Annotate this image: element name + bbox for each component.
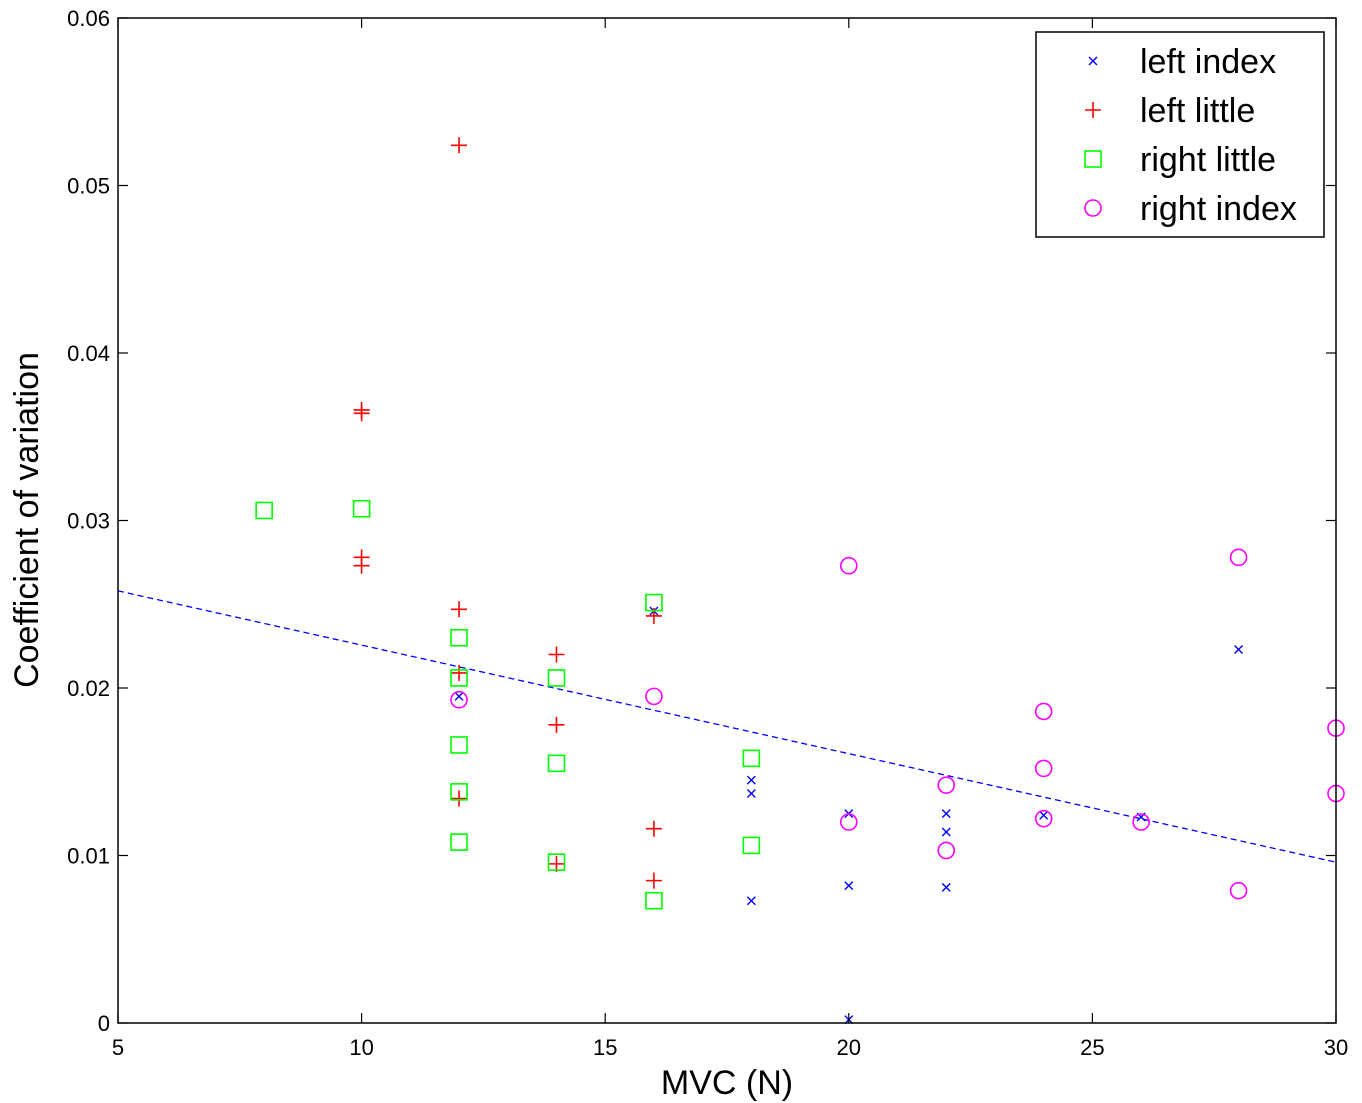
- y-tick-label: 0.02: [67, 676, 110, 701]
- y-axis-label: Coefficient of variation: [8, 352, 46, 688]
- legend-marker-left-index: [1088, 56, 1098, 66]
- data-point-right-index: [1034, 759, 1053, 778]
- data-point-right-little: [547, 754, 566, 773]
- y-tick-label: 0.04: [67, 341, 110, 366]
- y-tick-label: 0.03: [67, 509, 110, 534]
- data-point-right-index: [937, 776, 956, 794]
- y-tick-label: 0.05: [67, 174, 110, 199]
- legend-label-left-index: left index: [1140, 43, 1276, 81]
- x-tick-label: 5: [112, 1035, 124, 1060]
- series-right-little: [255, 499, 761, 910]
- data-point-left-index: [1039, 810, 1049, 820]
- data-point-right-little: [352, 499, 371, 518]
- data-point-right-little: [645, 891, 663, 910]
- data-point-left-little: [451, 664, 468, 681]
- legend-label-right-little: right little: [1140, 141, 1276, 179]
- y-tick-label: 0.01: [67, 844, 110, 869]
- data-point-right-index: [1229, 881, 1248, 900]
- data-point-left-index: [941, 882, 951, 892]
- data-point-left-index: [746, 789, 756, 799]
- legend: left index left little right little right i…: [1035, 31, 1325, 238]
- x-tick-label: 10: [349, 1035, 373, 1060]
- y-tick-label: 0.06: [67, 6, 110, 31]
- data-point-right-little: [547, 669, 566, 687]
- data-point-left-little: [548, 646, 565, 663]
- data-point-right-index: [1132, 813, 1150, 831]
- data-point-left-index: [746, 896, 756, 906]
- data-point-right-little: [450, 669, 468, 687]
- fit-line: [117, 590, 1337, 863]
- legend-label-left-little: left little: [1140, 92, 1255, 130]
- data-point-left-little: [451, 601, 468, 618]
- data-point-right-little: [742, 749, 761, 768]
- data-point-left-index: [941, 827, 951, 837]
- data-point-left-little: [645, 820, 662, 837]
- data-point-right-little: [742, 836, 761, 855]
- data-point-right-little: [645, 593, 663, 612]
- data-point-left-little: [548, 716, 565, 733]
- data-point-left-little: [353, 557, 370, 574]
- legend-marker-left-little: [1085, 102, 1101, 118]
- x-axis: 5 10 15 20 25 30: [112, 18, 1348, 1060]
- series-left-little: [353, 137, 662, 889]
- data-point-left-little: [451, 137, 468, 154]
- x-axis-label: MVC (N): [661, 1064, 793, 1102]
- data-point-right-little: [450, 628, 468, 647]
- data-point-right-little: [547, 853, 566, 872]
- legend-entries: left index left little right little right i…: [1084, 43, 1297, 228]
- data-point-right-index: [937, 841, 956, 860]
- data-point-left-little: [548, 855, 565, 872]
- y-axis: 0 0.01 0.02 0.03 0.04 0.05 0.06: [67, 6, 1336, 1036]
- data-point-left-index: [941, 809, 951, 819]
- data-point-right-little: [450, 783, 468, 801]
- data-point-right-little: [450, 736, 468, 754]
- data-point-left-index: [746, 775, 756, 785]
- data-point-right-little: [450, 833, 468, 851]
- data-point-left-little: [353, 405, 370, 422]
- data-point-left-index: [844, 881, 854, 891]
- data-point-right-index: [1034, 702, 1053, 721]
- x-tick-label: 30: [1324, 1035, 1348, 1060]
- data-point-right-index: [1229, 548, 1248, 567]
- legend-marker-right-little: [1084, 150, 1102, 168]
- data-point-right-index: [839, 556, 858, 575]
- fit-line-layer: [117, 590, 1337, 863]
- data-point-right-index: [645, 687, 663, 706]
- x-tick-label: 25: [1080, 1035, 1104, 1060]
- y-tick-label: 0: [98, 1011, 110, 1036]
- x-tick-label: 20: [837, 1035, 861, 1060]
- legend-label-right-index: right index: [1140, 190, 1297, 228]
- data-point-left-index: [1234, 644, 1244, 654]
- legend-box: [1035, 31, 1325, 238]
- data-point-left-index: [454, 691, 464, 701]
- data-point-right-little: [255, 501, 273, 520]
- data-point-right-index: [1034, 809, 1053, 828]
- data-point-right-index: [839, 813, 858, 831]
- data-point-right-index: [450, 690, 468, 709]
- data-point-left-little: [645, 872, 662, 889]
- x-tick-label: 15: [593, 1035, 617, 1060]
- data-point-left-little: [451, 790, 468, 807]
- legend-marker-right-index: [1084, 199, 1102, 217]
